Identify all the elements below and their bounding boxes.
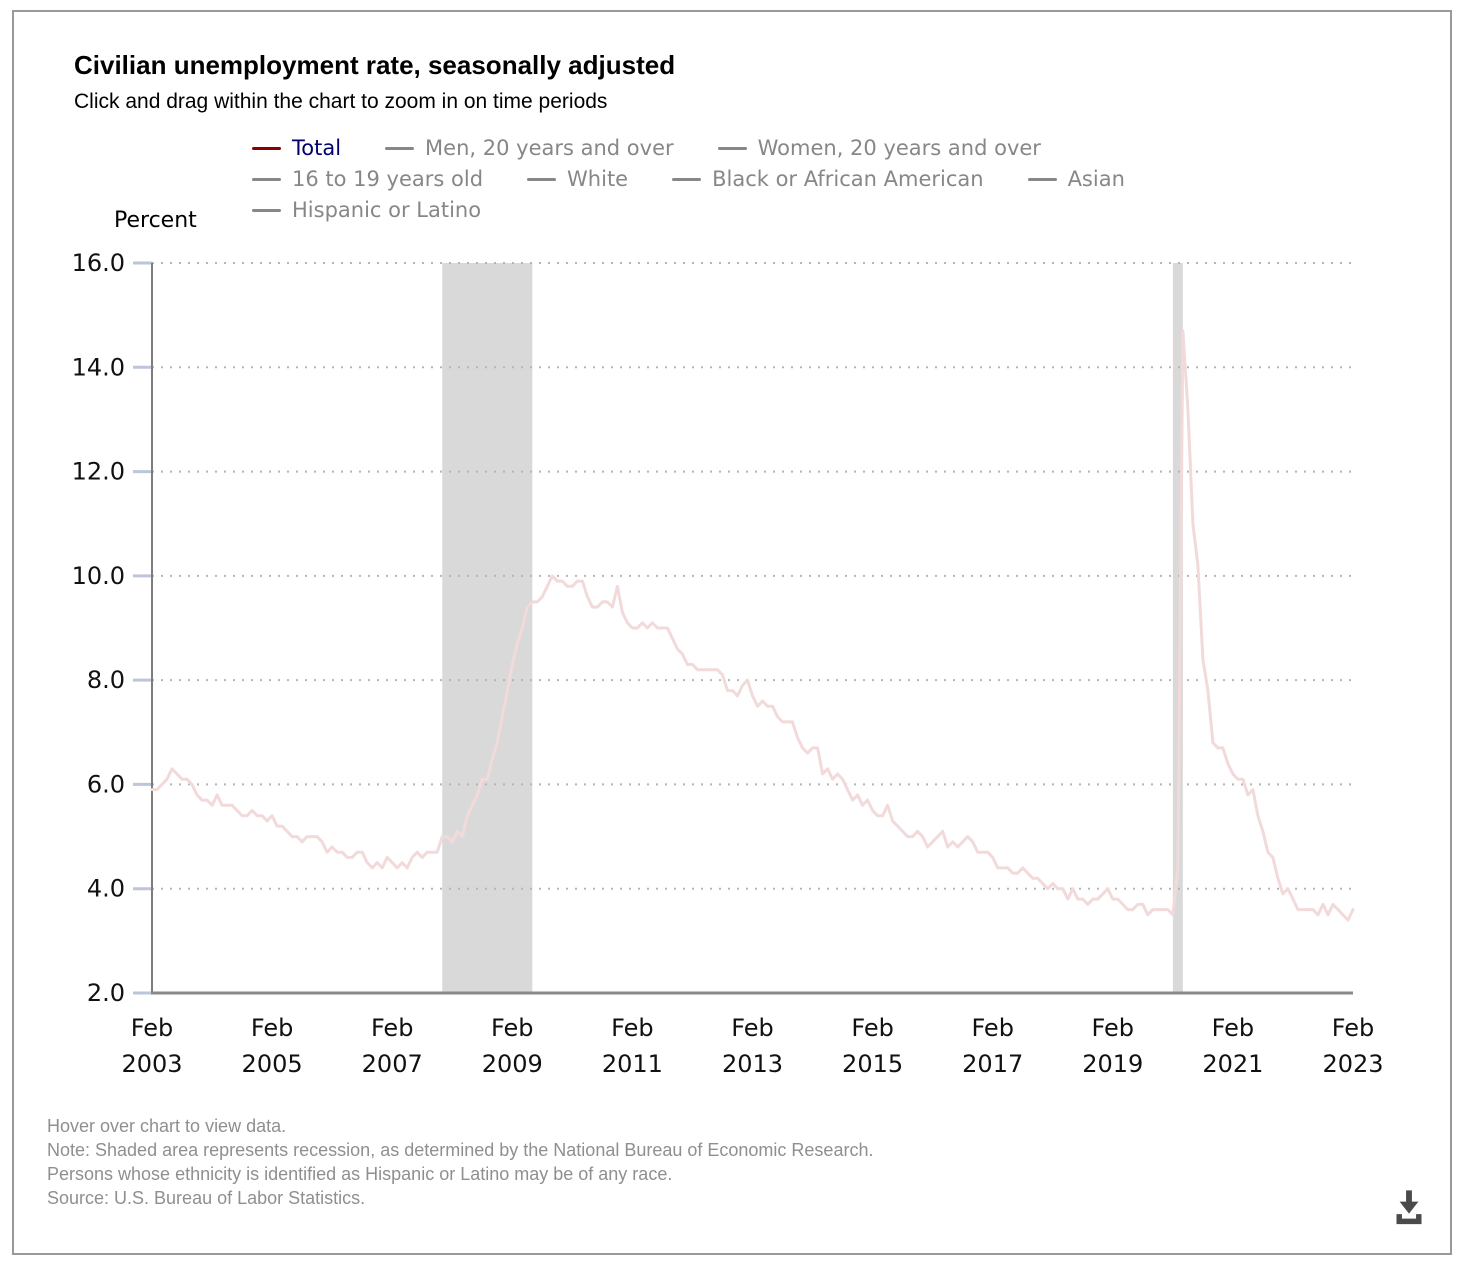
x-tick-label-year: 2021	[1202, 1050, 1263, 1078]
x-tick-label-month: Feb	[491, 1014, 534, 1042]
legend-item-white[interactable]: White	[527, 169, 628, 190]
y-tick-label: 6.0	[87, 770, 125, 798]
y-tick-label: 8.0	[87, 666, 125, 694]
legend-row: 16 to 19 years old White Black or African …	[252, 164, 1125, 195]
legend-row: Hispanic or Latino	[252, 195, 1125, 226]
legend-item-black-or-african-american[interactable]: Black or African American	[672, 167, 984, 191]
x-tick-label-month: Feb	[131, 1014, 174, 1042]
series-dash-icon	[252, 209, 281, 212]
page-frame	[12, 10, 1452, 1255]
recession-band	[442, 263, 533, 993]
x-tick-label-month: Feb	[251, 1014, 294, 1042]
series-dash-icon	[252, 178, 281, 181]
download-icon	[1396, 1190, 1422, 1225]
series-dash-icon	[717, 147, 747, 150]
page-subtitle: Click and drag within the chart to zoom …	[74, 90, 608, 113]
x-tick-label-month: Feb	[1332, 1014, 1375, 1042]
y-tick-label: 10.0	[72, 562, 125, 590]
x-tick-label-month: Feb	[971, 1014, 1014, 1042]
legend-item-label: White	[567, 167, 629, 191]
x-tick-label-year: 2013	[722, 1050, 783, 1078]
y-tick-label: 2.0	[87, 979, 125, 1007]
note-recession: Note: Shaded area represents recession, …	[47, 1140, 874, 1160]
legend-item-label: Asian	[1067, 167, 1125, 191]
chart-plot-area[interactable]	[152, 263, 1353, 993]
x-tick-label-year: 2007	[362, 1050, 423, 1078]
note-source: Source: U.S. Bureau of Labor Statistics.	[47, 1188, 366, 1208]
x-tick-label-year: 2023	[1322, 1050, 1383, 1078]
x-tick-label-year: 2003	[121, 1050, 182, 1078]
legend-item-label: Men, 20 years and over	[425, 136, 674, 160]
total-series-line	[150, 329, 1355, 922]
legend-item-men-20-years-and-over[interactable]: Men, 20 years and over	[385, 138, 674, 159]
legend-row: Total Men, 20 years and over Women, 20 yea…	[252, 133, 1125, 164]
legend-item-16-to-19-years-old[interactable]: 16 to 19 years old	[252, 169, 483, 190]
x-tick-label-month: Feb	[851, 1014, 894, 1042]
series-dash-icon	[385, 147, 415, 150]
chart-legend: Total Men, 20 years and over Women, 20 yea…	[252, 133, 1125, 226]
x-tick-label-year: 2011	[602, 1050, 663, 1078]
legend-item-label: Hispanic or Latino	[292, 198, 482, 222]
legend-item-label: 16 to 19 years old	[292, 167, 484, 191]
legend-item-asian[interactable]: Asian	[1027, 167, 1125, 191]
x-tick-label-month: Feb	[611, 1014, 654, 1042]
recession-band	[1172, 263, 1183, 993]
legend-item-total[interactable]: Total	[252, 138, 341, 159]
x-tick-label-month: Feb	[1092, 1014, 1135, 1042]
x-tick-label-year: 2019	[1082, 1050, 1143, 1078]
x-tick-label-month: Feb	[1212, 1014, 1255, 1042]
series-dash-icon	[252, 147, 281, 150]
legend-item-label: Total	[292, 136, 342, 160]
note-ethnicity: Persons whose ethnicity is identified as…	[47, 1164, 673, 1184]
y-tick-label: 12.0	[72, 458, 125, 486]
x-tick-label-year: 2009	[482, 1050, 543, 1078]
x-tick-label-year: 2015	[842, 1050, 903, 1078]
legend-item-women-20-years-and-over[interactable]: Women, 20 years and over	[717, 136, 1041, 160]
x-tick-label-month: Feb	[371, 1014, 414, 1042]
legend-item-label: Black or African American	[712, 167, 984, 191]
x-tick-label-year: 2017	[962, 1050, 1023, 1078]
x-tick-label-month: Feb	[731, 1014, 774, 1042]
note-hover: Hover over chart to view data.	[47, 1116, 287, 1136]
y-tick-label: 14.0	[72, 353, 125, 381]
series-dash-icon	[672, 178, 702, 181]
series-dash-icon	[527, 178, 557, 181]
legend-item-hispanic-or-latino[interactable]: Hispanic or Latino	[252, 200, 481, 221]
download-button[interactable]	[1380, 1178, 1438, 1236]
page-title: Civilian unemployment rate, seasonally a…	[74, 50, 676, 80]
chart-notes: Hover over chart to view data. Note: Sha…	[47, 1114, 873, 1210]
y-axis-title: Percent	[114, 208, 197, 233]
legend-item-label: Women, 20 years and over	[757, 136, 1041, 160]
y-tick-label: 4.0	[87, 875, 125, 903]
series-dash-icon	[1027, 178, 1057, 181]
y-tick-label: 16.0	[72, 249, 125, 277]
x-tick-label-year: 2005	[242, 1050, 303, 1078]
